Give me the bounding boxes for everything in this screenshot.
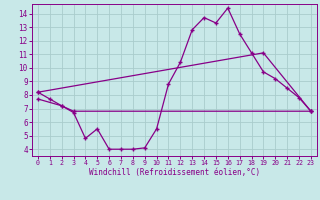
X-axis label: Windchill (Refroidissement éolien,°C): Windchill (Refroidissement éolien,°C)	[89, 168, 260, 177]
